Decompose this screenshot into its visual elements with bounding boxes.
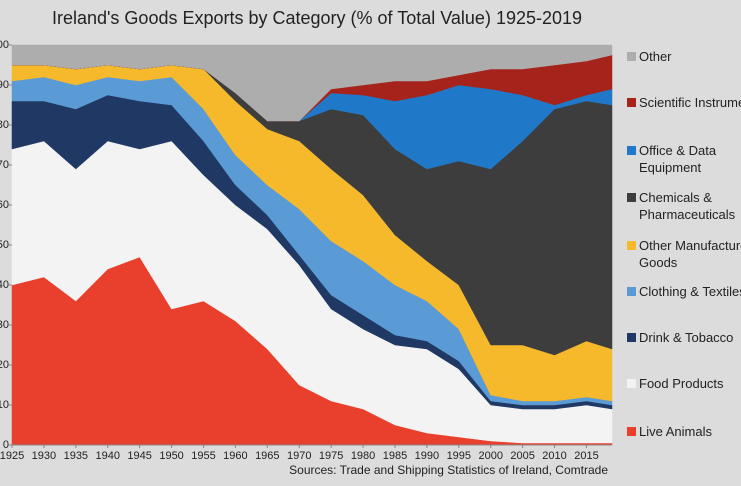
x-tick-label: 1990 [415, 450, 439, 462]
legend-swatch [627, 52, 636, 61]
y-tick-label: 50 [0, 239, 9, 251]
area [11, 44, 613, 122]
legend-label: Other [639, 49, 672, 64]
source-note: Sources: Trade and Shipping Statistics o… [289, 463, 608, 477]
x-tick-label: 1955 [191, 450, 215, 462]
legend-swatch [627, 333, 636, 342]
x-tick-label: 1960 [223, 450, 247, 462]
x-tick-label: 1935 [64, 450, 88, 462]
x-tick-label: 1930 [32, 450, 56, 462]
x-tick-label: 1970 [287, 450, 311, 462]
legend-swatch [627, 241, 636, 250]
legend-label: Chemicals & Pharmaceuticals [639, 190, 736, 222]
x-tick-label: 1940 [96, 450, 120, 462]
x-tick-label: 1975 [319, 450, 343, 462]
legend-label: Other Manufactured Goods [639, 238, 741, 270]
legend-swatch [627, 146, 636, 155]
y-tick-label: 10 [0, 399, 9, 411]
x-tick-label: 2000 [478, 450, 502, 462]
y-tick-label: 0 [3, 439, 9, 451]
x-tick-label: 2015 [574, 450, 598, 462]
chart-title: Ireland's Goods Exports by Category (% o… [52, 8, 582, 28]
x-tick-label: 1985 [383, 450, 407, 462]
x-tick-label: 1995 [447, 450, 471, 462]
x-tick-label: 2010 [542, 450, 566, 462]
legend-swatch [627, 193, 636, 202]
y-tick-label: 30 [0, 319, 9, 331]
y-tick-label: 80 [0, 119, 9, 131]
legend-label: Clothing & Textiles [639, 284, 741, 299]
y-tick-label: 70 [0, 159, 9, 171]
x-tick-label: 1925 [0, 450, 24, 462]
legend-swatch [627, 287, 636, 296]
legend-swatch [627, 98, 636, 107]
legend-label: Office & Data Equipment [639, 143, 717, 175]
x-tick-label: 1980 [351, 450, 375, 462]
legend-label: Live Animals [639, 424, 712, 439]
legend-label: Scientific Instruments [639, 95, 741, 110]
y-tick-label: 100 [0, 39, 9, 51]
y-tick-label: 20 [0, 359, 9, 371]
y-tick-label: 60 [0, 199, 9, 211]
legend-swatch [627, 379, 636, 388]
y-tick-label: 40 [0, 279, 9, 291]
y-tick-label: 90 [0, 79, 9, 91]
legend-label: Food Products [639, 376, 724, 391]
x-tick-label: 1945 [127, 450, 151, 462]
legend-swatch [627, 427, 636, 436]
legend-label: Drink & Tobacco [639, 330, 734, 345]
x-tick-label: 2005 [510, 450, 534, 462]
x-tick-label: 1950 [159, 450, 183, 462]
x-tick-label: 1965 [255, 450, 279, 462]
